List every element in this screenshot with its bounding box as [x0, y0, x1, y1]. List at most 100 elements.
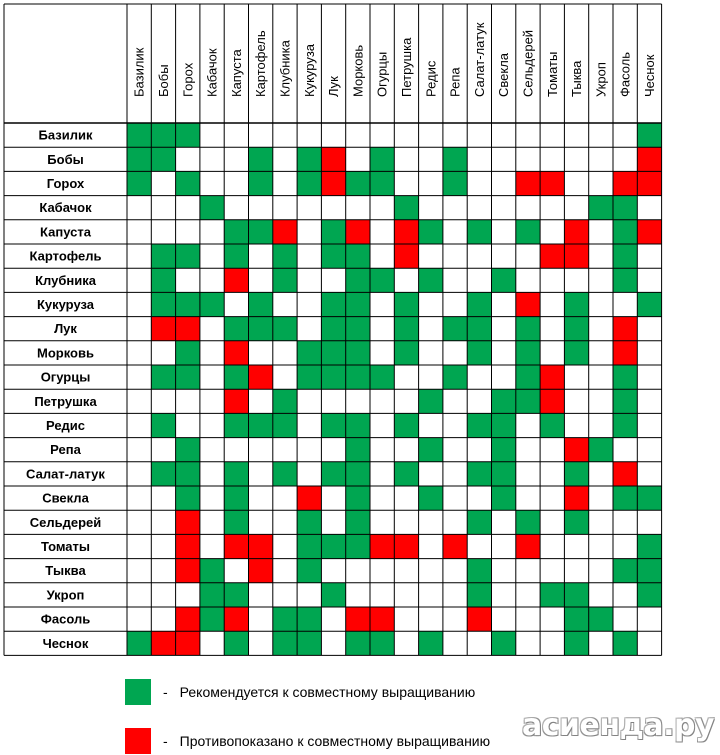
cell-recommended	[224, 365, 249, 390]
cell-recommended	[175, 292, 200, 317]
legend-item-recommended: - Рекомендуется к совместному выращивани…	[125, 678, 475, 706]
cell-contraindicated	[224, 268, 249, 293]
cell-contraindicated	[637, 171, 662, 196]
cell-contraindicated	[248, 558, 273, 583]
row-label: Укроп	[47, 587, 85, 602]
cell-recommended	[564, 582, 589, 607]
cell-recommended	[151, 123, 176, 148]
column-label: Петрушка	[399, 37, 414, 97]
cell-recommended	[345, 510, 370, 535]
cell-recommended	[467, 413, 492, 438]
cell-contraindicated	[175, 316, 200, 341]
cell-contraindicated	[613, 171, 638, 196]
cell-recommended	[272, 413, 298, 438]
cell-recommended	[272, 316, 298, 341]
cell-contraindicated	[394, 534, 419, 559]
row-label: Кукуруза	[37, 297, 95, 312]
column-label: Капуста	[229, 48, 244, 97]
column-label: Чеснок	[642, 54, 657, 97]
cell-recommended	[442, 316, 468, 341]
cell-recommended	[418, 437, 443, 462]
cell-recommended	[321, 316, 346, 341]
cell-recommended	[491, 437, 516, 462]
cell-recommended	[394, 292, 419, 317]
cell-recommended	[224, 413, 249, 438]
cell-recommended	[297, 510, 322, 535]
row-label: Томаты	[41, 539, 90, 554]
cell-recommended	[175, 437, 200, 462]
cell-recommended	[418, 389, 443, 414]
cell-recommended	[297, 607, 322, 632]
cell-recommended	[321, 244, 346, 269]
column-label: Тыква	[569, 60, 584, 97]
cell-recommended	[151, 244, 176, 269]
cell-recommended	[345, 268, 370, 293]
cell-recommended	[151, 365, 176, 390]
row-label: Редис	[46, 418, 85, 433]
cell-recommended	[127, 171, 152, 196]
cell-contraindicated	[515, 534, 541, 559]
cell-recommended	[199, 195, 225, 220]
cell-recommended	[613, 268, 638, 293]
cell-contraindicated	[224, 389, 249, 414]
column-label: Базилик	[132, 47, 147, 97]
cell-contraindicated	[345, 607, 370, 632]
cell-recommended	[248, 292, 273, 317]
legend-swatch-red	[125, 728, 151, 754]
cell-recommended	[613, 365, 638, 390]
cell-contraindicated	[370, 607, 395, 632]
cell-recommended	[272, 389, 298, 414]
cell-recommended	[175, 340, 200, 365]
cell-recommended	[175, 171, 200, 196]
column-label: Кабачок	[205, 48, 220, 97]
column-label: Сельдерей	[520, 30, 535, 97]
cell-recommended	[564, 292, 589, 317]
cell-recommended	[224, 461, 249, 486]
cell-recommended	[248, 413, 273, 438]
legend-dash: -	[163, 684, 168, 700]
cell-recommended	[151, 147, 176, 172]
cell-recommended	[394, 461, 419, 486]
cell-recommended	[297, 534, 322, 559]
cell-recommended	[491, 413, 516, 438]
cell-recommended	[515, 316, 541, 341]
cell-recommended	[175, 365, 200, 390]
cell-recommended	[491, 268, 516, 293]
cell-contraindicated	[540, 244, 565, 269]
column-label: Бобы	[156, 64, 171, 97]
row-label: Фасоль	[41, 612, 90, 627]
row-label: Салат-латук	[26, 466, 105, 481]
cell-contraindicated	[175, 607, 200, 632]
cell-recommended	[540, 413, 565, 438]
cell-recommended	[175, 244, 200, 269]
column-label: Салат-латук	[472, 22, 487, 97]
cell-recommended	[127, 631, 152, 656]
cell-recommended	[175, 486, 200, 511]
cell-contraindicated	[540, 171, 565, 196]
cell-recommended	[564, 316, 589, 341]
cell-recommended	[248, 147, 273, 172]
cell-recommended	[224, 219, 249, 244]
legend-dash: -	[163, 733, 168, 749]
row-label: Капуста	[40, 224, 92, 239]
cell-contraindicated	[540, 365, 565, 390]
cell-recommended	[175, 123, 200, 148]
column-label: Клубника	[277, 39, 292, 97]
row-label: Сельдерей	[30, 515, 102, 530]
cell-recommended	[321, 534, 346, 559]
cell-recommended	[224, 582, 249, 607]
cell-recommended	[491, 486, 516, 511]
cell-contraindicated	[564, 437, 589, 462]
cell-recommended	[345, 365, 370, 390]
cell-recommended	[394, 316, 419, 341]
column-label: Картофель	[253, 30, 268, 97]
cell-recommended	[613, 413, 638, 438]
cell-recommended	[467, 461, 492, 486]
cell-contraindicated	[345, 219, 370, 244]
cell-recommended	[613, 486, 638, 511]
cell-recommended	[564, 607, 589, 632]
cell-recommended	[491, 389, 516, 414]
row-label: Тыква	[45, 563, 86, 578]
cell-recommended	[515, 510, 541, 535]
cell-recommended	[248, 316, 273, 341]
